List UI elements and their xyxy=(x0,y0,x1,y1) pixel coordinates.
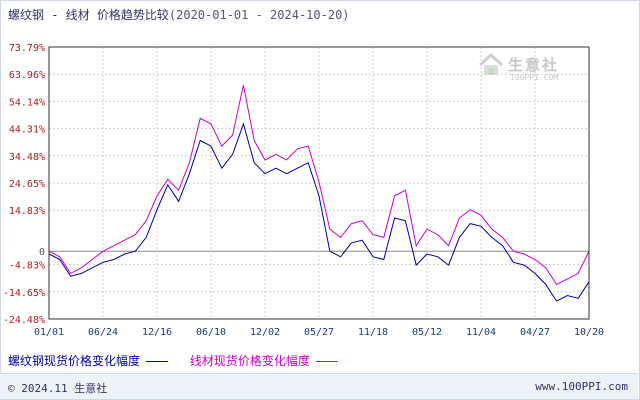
x-tick-label: 11/18 xyxy=(358,327,388,338)
legend-series2: 线材现货价格变化幅度 xyxy=(190,354,344,368)
watermark-sub: 100PPI.COM xyxy=(510,73,559,82)
house-icon xyxy=(478,52,504,75)
title-text: 螺纹钢 - 线材 价格趋势比较 xyxy=(8,8,169,22)
series-lines xyxy=(48,85,590,302)
series1-line xyxy=(48,122,590,302)
y-tick-label: -4.83% xyxy=(9,261,45,272)
x-tick-label: 11/04 xyxy=(466,327,496,338)
y-tick-label: 0 xyxy=(39,247,45,258)
series2-line xyxy=(48,85,590,286)
legend-series2-swatch xyxy=(315,361,338,362)
x-tick-label: 10/20 xyxy=(574,327,604,338)
watermark-logo: 生意社 100PPI.COM xyxy=(478,52,578,88)
x-tick-label: 04/27 xyxy=(520,327,550,338)
date-range: (2020-01-01 - 2024-10-20) xyxy=(168,8,350,22)
y-tick-label: 24.65% xyxy=(9,179,45,190)
watermark-text: 生意社 xyxy=(508,56,560,74)
footer-bar: © 2024.11 生意社 www.100PPI.com xyxy=(0,373,638,399)
y-tick-label: 14.83% xyxy=(9,206,45,217)
legend-series1-label: 螺纹钢现货价格变化幅度 xyxy=(8,354,141,368)
x-tick-label: 05/27 xyxy=(304,327,334,338)
y-tick-label: 44.31% xyxy=(9,125,45,136)
x-tick-label: 12/02 xyxy=(250,327,280,338)
x-tick-label: 06/24 xyxy=(88,327,118,338)
y-tick-label: 54.14% xyxy=(9,97,45,108)
legend: 螺纹钢现货价格变化幅度 线材现货价格变化幅度 xyxy=(8,352,344,369)
legend-series1: 螺纹钢现货价格变化幅度 xyxy=(8,354,174,368)
y-tick-label: 73.79% xyxy=(9,43,45,54)
site-link[interactable]: www.100PPI.com xyxy=(535,380,628,393)
y-tick-label: 34.48% xyxy=(9,152,45,163)
x-tick-label: 12/16 xyxy=(142,327,172,338)
chart-title: 螺纹钢 - 线材 价格趋势比较(2020-01-01 - 2024-10-20) xyxy=(8,6,350,23)
x-axis-ticks: 01/01 06/24 12/16 06/10 12/02 05/27 11/18 05/12… xyxy=(34,327,604,338)
y-axis-ticks: 73.79% 63.96% 54.14% 44.31% 34.48% 24.65% 14.8… xyxy=(3,43,45,326)
x-tick-label: 05/12 xyxy=(412,327,442,338)
legend-series2-label: 线材现货价格变化幅度 xyxy=(189,354,310,368)
x-tick-label: 06/10 xyxy=(196,327,226,338)
y-tick-label: 63.96% xyxy=(9,70,45,81)
copyright-text: © 2024.11 生意社 xyxy=(8,382,108,395)
legend-series1-swatch xyxy=(146,361,169,362)
y-tick-label: -14.65% xyxy=(3,288,45,299)
plot-border xyxy=(48,46,590,320)
x-tick-label: 01/01 xyxy=(34,327,64,338)
y-tick-label: -24.48% xyxy=(3,315,45,326)
